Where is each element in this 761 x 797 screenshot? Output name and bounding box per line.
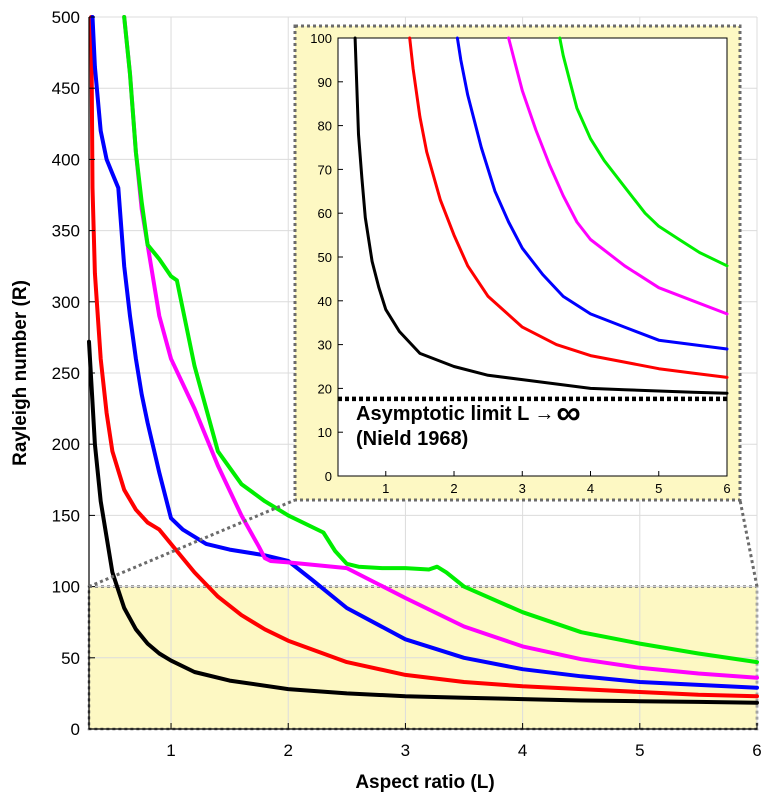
series-line-1 [89,15,759,699]
x-tick-label: 1 [166,741,175,760]
y-tick-label: 200 [52,435,80,454]
y-axis-title: Rayleigh number (R) [10,280,31,466]
inset-background [337,37,728,477]
inset-x-tick-label: 4 [587,481,594,496]
inset-x-ticks: 1 2 3 4 5 6 [382,471,731,496]
inset-x-tick-label: 3 [519,481,526,496]
y-tick-label: 150 [52,506,80,525]
y-tick-label: 300 [52,293,80,312]
y-tick-label: 50 [61,649,80,668]
inset-series-line-3 [507,36,729,316]
y-tick-label: 450 [52,79,80,98]
x-tick-label: 2 [283,741,292,760]
inset-series-line-4 [558,36,729,268]
asymptote-label-text: Asymptotic limit L [356,403,529,425]
y-tick-label: 100 [52,578,80,597]
inset-y-tick-label: 20 [318,381,332,396]
inset-y-tick-label: 60 [318,206,332,221]
main-series [87,15,759,705]
inset-series-line-0 [353,36,729,395]
inset-y-tick-label: 100 [310,31,332,46]
inset-x-tick-label: 2 [450,481,457,496]
main-y-ticks: 0 50 100 150 200 250 300 350 400 450 500 [52,8,95,739]
x-tick-label: 4 [518,741,527,760]
inset-y-tick-label: 10 [318,425,332,440]
inset-y-tick-label: 90 [318,75,332,90]
inset-x-tick-label: 5 [655,481,662,496]
inset-y-tick-label: 70 [318,162,332,177]
asymptote-citation: (Nield 1968) [356,428,468,450]
y-tick-label: 500 [52,8,80,27]
arrow-icon: → [534,403,554,425]
inset-y-tick-label: 40 [318,294,332,309]
inset-x-tick-label: 6 [723,481,730,496]
inset-y-tick-label: 80 [318,119,332,134]
y-tick-label: 0 [71,720,80,739]
inset-series [353,36,729,395]
series-line-4 [122,15,759,665]
series-line-2 [90,15,759,690]
inset-x-tick-label: 1 [382,481,389,496]
inset-series-line-1 [408,36,729,379]
connector-right [738,499,759,587]
inset-y-tick-label: 50 [318,250,332,265]
x-tick-label: 5 [635,741,644,760]
zoom-connectors [88,498,759,588]
infinity-icon: ∞ [556,394,580,432]
connector-left [88,498,296,588]
y-tick-label: 250 [52,364,80,383]
inset-y-tick-label: 0 [325,469,332,484]
asymptote-label: Asymptotic limit L →∞ [356,394,581,432]
y-tick-label: 400 [52,150,80,169]
inset-y-ticks: 0 10 20 30 40 50 60 70 80 90 100 [310,31,343,484]
x-tick-label: 3 [401,741,410,760]
inset-series-line-2 [455,36,729,351]
inset-y-tick-label: 30 [318,338,332,353]
x-tick-label: 6 [752,741,761,760]
series-line-0 [87,339,759,705]
y-tick-label: 350 [52,222,80,241]
x-axis-title: Aspect ratio (L) [355,772,494,793]
main-x-ticks: 1 2 3 4 5 6 [166,723,761,760]
inset-plot: 1 2 3 4 5 6 0 10 20 30 40 50 60 70 80 90 100 Asymptotic… [293,24,742,502]
